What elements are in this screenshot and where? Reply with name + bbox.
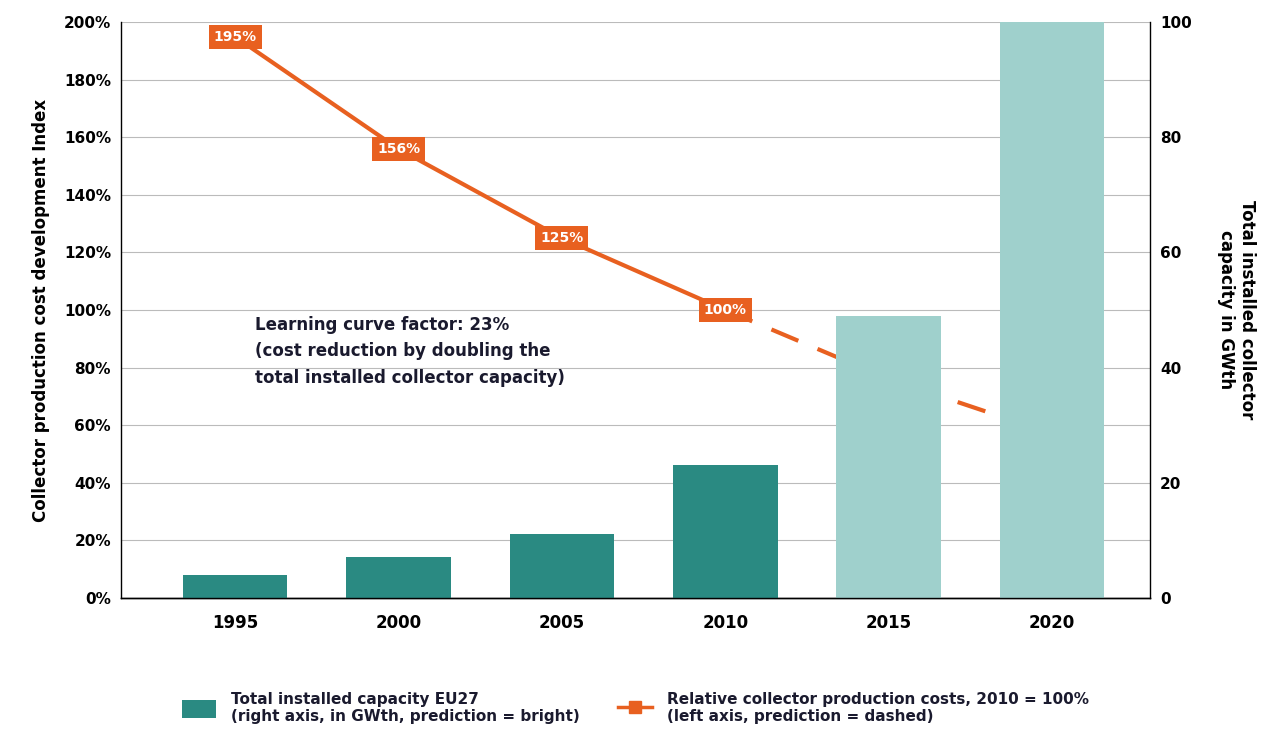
Text: 57%: 57% xyxy=(1036,427,1069,441)
Text: 76%: 76% xyxy=(872,372,905,386)
Y-axis label: Total installed collector
capacity in GWth: Total installed collector capacity in GW… xyxy=(1216,200,1256,420)
Text: 125%: 125% xyxy=(540,231,583,245)
Text: Learning curve factor: 23%
(cost reduction by doubling the
total installed colle: Learning curve factor: 23% (cost reducti… xyxy=(254,316,564,386)
Bar xyxy=(674,465,778,598)
Bar xyxy=(183,574,287,598)
Text: 100%: 100% xyxy=(704,303,747,317)
Legend: Total installed capacity EU27
(right axis, in GWth, prediction = bright), Relati: Total installed capacity EU27 (right axi… xyxy=(174,684,1097,732)
Bar xyxy=(346,557,451,598)
Bar xyxy=(510,534,614,598)
Y-axis label: Collector production cost development Index: Collector production cost development In… xyxy=(32,99,50,521)
Bar xyxy=(836,316,941,598)
Text: 195%: 195% xyxy=(214,30,257,44)
Text: 156%: 156% xyxy=(377,142,421,156)
Bar xyxy=(1000,16,1104,598)
